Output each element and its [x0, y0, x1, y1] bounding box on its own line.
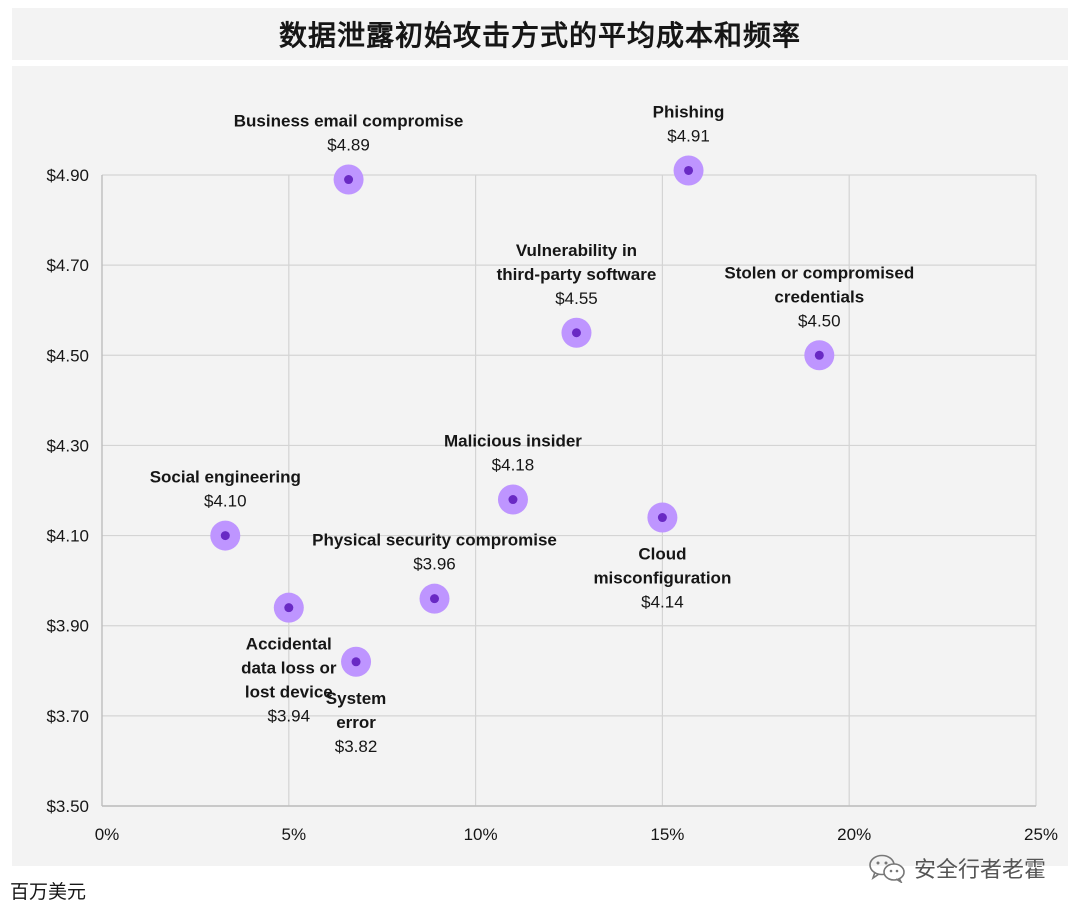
data-point	[419, 583, 450, 614]
point-marker	[430, 594, 440, 604]
wechat-icon	[869, 854, 905, 883]
x-tick-label: 10%	[464, 825, 498, 844]
point-value-label: $4.55	[555, 289, 598, 308]
data-labels: Business email compromise $4.89 Phishing $4…	[150, 102, 915, 755]
point-value-label: $3.82	[335, 737, 378, 756]
point-name-label: Physical security compromise	[312, 531, 557, 550]
data-point	[210, 520, 241, 551]
point-value-label: $4.91	[667, 126, 710, 145]
point-label: Accidental data loss or lost device $3.94	[241, 635, 337, 726]
point-marker	[571, 328, 581, 338]
point-name-label: third-party software	[497, 265, 657, 284]
watermark: 安全行者老霍	[868, 852, 1046, 884]
point-marker	[657, 513, 667, 523]
point-marker	[351, 657, 361, 667]
x-tick-label: 0%	[95, 825, 120, 844]
point-name-label: error	[336, 713, 376, 732]
y-tick-label: $3.70	[46, 707, 89, 726]
point-value-label: $4.18	[492, 456, 535, 475]
x-tick-labels: 0% 5% 10% 15% 20% 25%	[95, 825, 1058, 844]
point-name-label: Vulnerability in	[516, 241, 637, 260]
data-point	[561, 317, 592, 348]
y-tick-labels: $3.50 $3.70 $3.90 $4.10 $4.30 $4.50 $4.70 $4.90	[46, 166, 89, 816]
point-name-label: System	[326, 689, 386, 708]
point-label: Malicious insider $4.18	[444, 432, 582, 475]
axes	[101, 175, 1036, 807]
point-name-label: lost device	[245, 683, 333, 702]
point-marker	[814, 350, 824, 360]
x-tick-label: 5%	[282, 825, 307, 844]
point-label: Physical security compromise $3.96	[312, 531, 557, 574]
data-point	[333, 164, 364, 195]
data-point	[341, 646, 372, 677]
point-name-label: Accidental	[246, 635, 332, 654]
grid-lines	[102, 174, 1037, 807]
point-marker	[284, 603, 294, 613]
point-label: Stolen or compromised credentials $4.50	[724, 263, 914, 330]
chart-panel	[12, 66, 1068, 866]
point-name-label: Cloud	[638, 545, 686, 564]
watermark-text: 安全行者老霍	[913, 858, 1046, 883]
point-name-label: misconfiguration	[593, 569, 731, 588]
x-tick-label: 20%	[837, 825, 871, 844]
point-name-label: credentials	[774, 287, 864, 306]
point-label: Cloud misconfiguration $4.14	[593, 545, 731, 612]
point-name-label: Malicious insider	[444, 432, 582, 451]
point-value-label: $4.50	[798, 311, 841, 330]
data-points	[210, 155, 835, 677]
point-label: Vulnerability in third-party software $4.5…	[497, 241, 657, 308]
title-bar: 数据泄露初始攻击方式的平均成本和频率	[12, 8, 1068, 60]
y-tick-label: $3.50	[46, 797, 89, 816]
point-label: Phishing $4.91	[653, 102, 725, 145]
point-name-label: Business email compromise	[234, 112, 464, 131]
point-value-label: $4.89	[327, 136, 370, 155]
point-name-label: Phishing	[653, 102, 725, 121]
point-value-label: $4.10	[204, 492, 247, 511]
point-marker	[220, 531, 230, 541]
point-value-label: $4.14	[641, 593, 684, 612]
data-point	[673, 155, 704, 186]
point-marker	[684, 165, 694, 175]
point-value-label: $3.96	[413, 555, 456, 574]
data-point	[273, 592, 304, 623]
y-tick-label: $4.90	[46, 166, 89, 185]
y-tick-label: $3.90	[46, 617, 89, 636]
point-label: Social engineering $4.10	[150, 468, 301, 511]
x-tick-label: 15%	[650, 825, 684, 844]
data-point	[647, 502, 678, 533]
y-tick-label: $4.10	[46, 527, 89, 546]
point-value-label: $3.94	[268, 707, 311, 726]
data-point	[804, 340, 835, 371]
point-marker	[344, 175, 354, 185]
y-tick-label: $4.30	[46, 436, 89, 455]
point-label: Business email compromise $4.89	[234, 112, 464, 155]
chart-title: 数据泄露初始攻击方式的平均成本和频率	[278, 19, 801, 52]
data-point	[497, 484, 528, 515]
point-name-label: Social engineering	[150, 468, 301, 487]
point-name-label: data loss or	[241, 659, 337, 678]
y-tick-label: $4.70	[46, 256, 89, 275]
x-tick-label: 25%	[1024, 825, 1058, 844]
point-name-label: Stolen or compromised	[724, 263, 914, 282]
point-marker	[508, 495, 518, 505]
unit-note: 百万美元	[10, 881, 87, 903]
y-tick-label: $4.50	[46, 346, 89, 365]
point-label: System error $3.82	[326, 689, 386, 756]
